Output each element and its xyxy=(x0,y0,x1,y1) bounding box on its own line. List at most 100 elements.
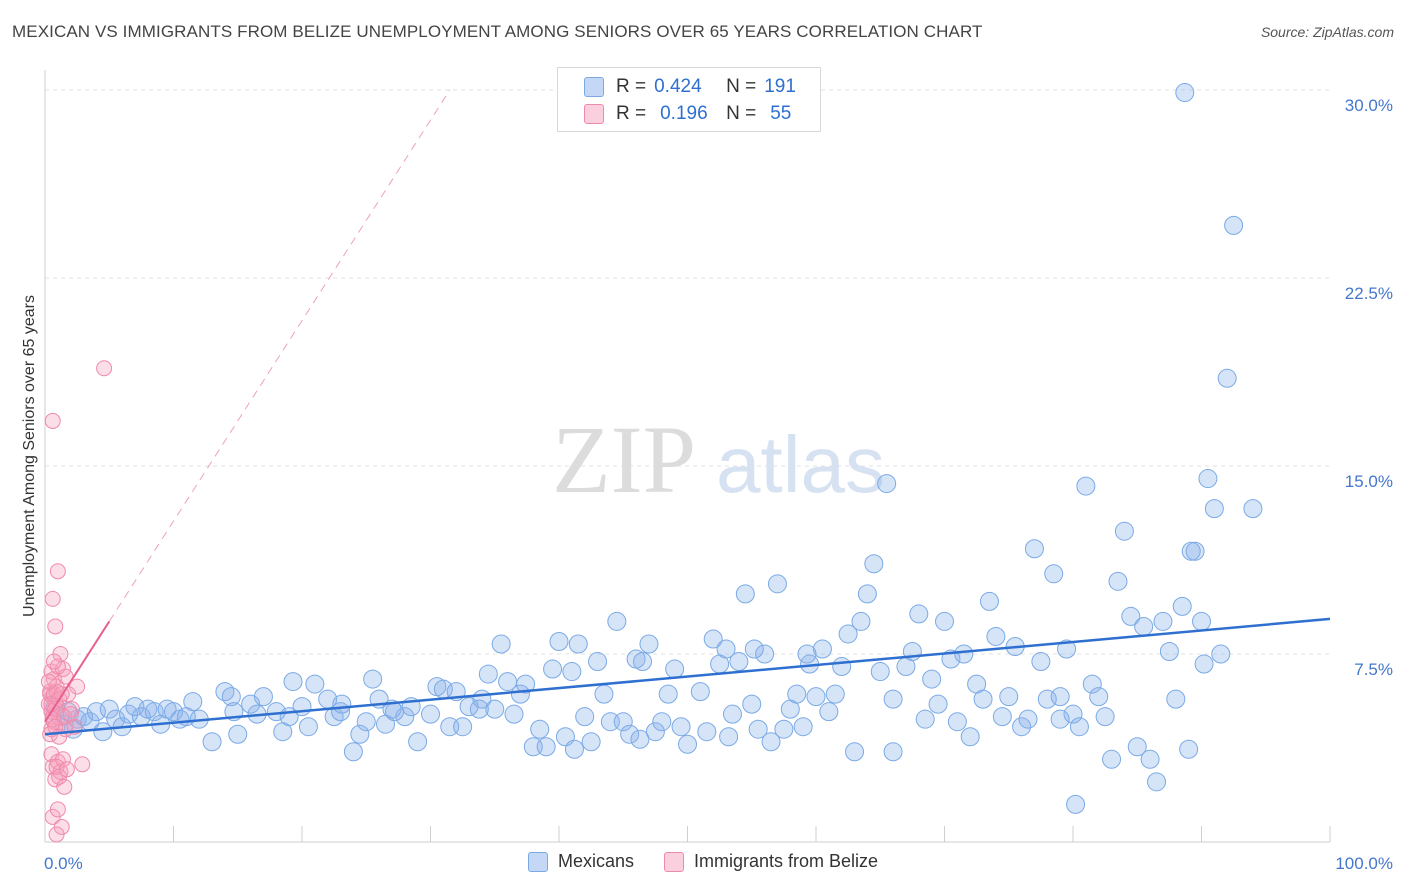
mexicans-point xyxy=(385,702,405,722)
legend-item-mexicans: Mexicans xyxy=(527,851,634,872)
mexicans-point xyxy=(806,687,826,707)
mexicans-point xyxy=(549,631,569,651)
legend-r-value: 0.196 xyxy=(660,103,708,124)
mexicans-point xyxy=(620,724,640,744)
legend-n-label: N = xyxy=(726,76,757,97)
mexicans-point xyxy=(1121,606,1141,626)
chart-title: MEXICAN VS IMMIGRANTS FROM BELIZE UNEMPL… xyxy=(12,22,983,41)
legend-swatch-belize xyxy=(584,104,604,124)
belize-points xyxy=(40,360,113,843)
mexicans-point xyxy=(838,624,858,644)
mexicans-point xyxy=(1024,539,1044,559)
mexicans-point xyxy=(797,644,817,664)
mexicans-point xyxy=(363,669,383,689)
mexicans-point xyxy=(787,684,807,704)
belize-point xyxy=(56,708,73,725)
y-tick-label: 22.5% xyxy=(1345,284,1393,303)
mexicans-point xyxy=(973,689,993,709)
mexicans-point xyxy=(1108,571,1128,591)
belize-point xyxy=(62,706,79,723)
y-tick-label: 30.0% xyxy=(1345,96,1393,115)
x-tick-label: 0.0% xyxy=(44,854,83,873)
mexicans-point xyxy=(575,707,595,727)
mexicans-point xyxy=(581,732,601,752)
mexicans-point xyxy=(992,707,1012,727)
mexicans-point xyxy=(395,707,415,727)
mexicans-point xyxy=(639,634,659,654)
source-label: Source: ZipAtlas.com xyxy=(1260,24,1394,40)
mexicans-point xyxy=(1134,616,1154,636)
x-tick-labels: 0.0% 100.0% xyxy=(44,854,1393,873)
mexicans-point xyxy=(697,722,717,742)
mexicans-trend-line xyxy=(44,617,1331,736)
legend-row-belize: R = 0.196 N = 55 xyxy=(584,103,791,125)
mexicans-point xyxy=(1018,709,1038,729)
mexicans-point xyxy=(562,662,582,682)
mexicans-point xyxy=(960,727,980,747)
legend-r-label: R = xyxy=(616,76,647,97)
mexicans-point xyxy=(678,734,697,754)
mexicans-point xyxy=(1166,689,1186,709)
legend-r-label: R = xyxy=(616,103,647,124)
stats-legend: R = 0.424 N = 191 R = 0.196 N = 55 xyxy=(557,67,821,132)
mexicans-point xyxy=(690,682,710,702)
mexicans-point xyxy=(1243,499,1263,519)
mexicans-point xyxy=(812,639,832,659)
mexicans-point xyxy=(1063,704,1083,724)
mexicans-point xyxy=(774,719,794,739)
mexicans-point xyxy=(954,644,974,664)
belize-point xyxy=(44,590,61,607)
mexicans-point xyxy=(298,717,318,737)
mexicans-point xyxy=(568,634,588,654)
legend-swatch-mexicans xyxy=(584,77,604,97)
legend-label-belize: Immigrants from Belize xyxy=(693,851,879,871)
mexicans-point xyxy=(594,684,614,704)
belize-point xyxy=(44,412,61,429)
belize-trend-extension xyxy=(108,89,451,622)
belize-point xyxy=(49,563,66,580)
belize-point xyxy=(74,756,91,773)
belize-trend-line xyxy=(44,620,111,723)
mexicans-point xyxy=(767,574,787,594)
mexicans-point xyxy=(99,699,119,719)
mexicans-point xyxy=(1127,737,1147,757)
mexicans-point xyxy=(1204,499,1224,519)
mexicans-point xyxy=(1069,717,1089,737)
mexicans-point xyxy=(986,626,1006,646)
mexicans-point xyxy=(671,717,691,737)
legend-label-mexicans: Mexicans xyxy=(557,851,634,871)
mexicans-point xyxy=(735,584,755,604)
grid-lines xyxy=(45,89,1330,655)
mexicans-point xyxy=(1224,215,1244,235)
y-axis-label: Unemployment Among Seniors over 65 years xyxy=(21,295,38,617)
mexicans-point xyxy=(645,722,665,742)
mexicans-point xyxy=(1076,476,1096,496)
mexicans-point xyxy=(819,702,839,722)
legend-n-label: N = xyxy=(726,103,757,124)
mexicans-point xyxy=(228,724,248,744)
mexicans-point xyxy=(999,687,1019,707)
belize-point xyxy=(58,761,75,778)
trend-lines xyxy=(44,89,1331,736)
mexicans-point xyxy=(630,729,650,749)
mexicans-point xyxy=(719,727,739,747)
mexicans-point xyxy=(793,717,813,737)
mexicans-point xyxy=(703,629,723,649)
mexicans-point xyxy=(915,709,935,729)
mexicans-point xyxy=(510,684,530,704)
belize-point xyxy=(47,618,64,635)
mexicans-point xyxy=(1192,611,1211,631)
mexicans-point xyxy=(909,604,929,624)
legend-swatch-belize xyxy=(663,851,684,872)
legend-row-mexicans: R = 0.424 N = 191 xyxy=(584,76,796,98)
mexicans-point xyxy=(1050,687,1070,707)
mexicans-point xyxy=(1159,642,1179,662)
mexicans-point xyxy=(935,611,954,631)
mexicans-point xyxy=(516,674,536,694)
mexicans-point xyxy=(851,611,871,631)
mexicans-point xyxy=(607,611,627,631)
mexicans-point xyxy=(825,684,845,704)
y-tick-label: 15.0% xyxy=(1345,472,1393,491)
watermark-zip: ZIP xyxy=(552,406,696,513)
